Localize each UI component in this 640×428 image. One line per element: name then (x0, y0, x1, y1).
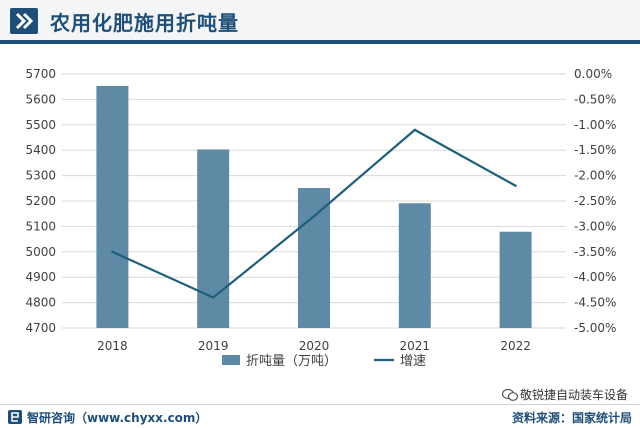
footer-source: 资料来源：国家统计局 (511, 411, 632, 425)
bar (96, 85, 129, 328)
y-right-tick-label: -1.50% (574, 143, 616, 157)
bar (197, 149, 230, 328)
x-axis-labels: 2018 2019 2020 2021 2022 (97, 339, 531, 353)
y-right-tick-label: -3.50% (574, 245, 616, 259)
wechat-icon (501, 389, 518, 401)
line-point (514, 184, 517, 187)
header-accent-bar (0, 40, 640, 44)
y-right-tick-label: -1.00% (574, 118, 616, 132)
x-tick-label: 2019 (198, 339, 229, 353)
y-axis-left-labels: 4700 4800 4900 5000 5100 5200 5300 5400 5500 5600… (25, 67, 56, 335)
x-tick-label: 2022 (500, 339, 531, 353)
line-series (111, 128, 517, 299)
y-right-tick-label: 0.00% (574, 67, 612, 81)
wechat-text: 敬锐捷自动装车设备 (519, 388, 628, 402)
y-right-tick-label: -4.50% (574, 296, 616, 310)
bar (499, 231, 532, 328)
combo-chart: 4700 4800 4900 5000 5100 5200 5300 5400 5500 5600… (25, 67, 616, 369)
y-right-tick-label: -5.00% (574, 321, 616, 335)
y-right-tick-label: -0.50% (574, 92, 616, 106)
x-tick-label: 2021 (400, 339, 431, 353)
y-right-tick-label: -2.50% (574, 194, 616, 208)
bar (398, 203, 431, 328)
wechat-caption: 敬锐捷自动装车设备 (501, 386, 628, 403)
y-left-tick-label: 5100 (25, 219, 56, 233)
line-point (212, 296, 215, 299)
footer-brand: 智研咨询（www.chyxx.com） (27, 411, 208, 425)
y-right-tick-label: -3.00% (574, 219, 616, 233)
line-point (111, 250, 114, 253)
x-tick-label: 2018 (97, 339, 128, 353)
y-right-tick-label: -2.00% (574, 169, 616, 183)
line-point (413, 128, 416, 132)
y-left-tick-label: 5000 (25, 245, 56, 259)
bar (298, 188, 330, 328)
legend-bar-swatch (222, 355, 240, 365)
y-left-tick-label: 4700 (25, 321, 56, 335)
y-left-tick-label: 5500 (25, 118, 56, 132)
header: 农用化肥施用折吨量 (0, 0, 640, 44)
legend-bar-label: 折吨量（万吨） (246, 354, 337, 369)
legend: 折吨量（万吨） 增速 (222, 354, 426, 369)
y-left-tick-label: 5300 (25, 169, 56, 183)
double-chevron-icon (10, 8, 38, 34)
bar-series (96, 85, 532, 328)
y-right-tick-label: -4.00% (574, 270, 616, 284)
y-left-tick-label: 5600 (25, 92, 56, 106)
line-point (312, 215, 316, 218)
grid-lines (62, 73, 566, 329)
footer-divider (0, 404, 640, 405)
page-title: 农用化肥施用折吨量 (50, 11, 239, 35)
y-left-tick-label: 5700 (25, 67, 56, 81)
legend-line-label: 增速 (400, 354, 426, 369)
y-left-tick-label: 4800 (25, 296, 56, 310)
y-left-tick-label: 5200 (25, 194, 56, 208)
footer: 智研咨询（www.chyxx.com） 资料来源：国家统计局 (0, 404, 640, 428)
y-left-tick-label: 5400 (25, 143, 56, 157)
y-left-tick-label: 4900 (25, 270, 56, 284)
y-axis-right-labels: -5.00% -4.50% -4.00% -3.50% -3.00% -2.50% -2.0… (574, 67, 616, 335)
brand-logo-icon (8, 410, 22, 424)
x-tick-label: 2020 (299, 339, 330, 353)
